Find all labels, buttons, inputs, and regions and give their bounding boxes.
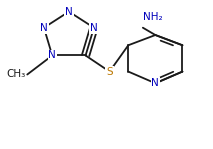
- Text: S: S: [106, 67, 113, 77]
- Text: CH₃: CH₃: [6, 69, 25, 80]
- Text: NH₂: NH₂: [143, 13, 163, 22]
- Text: N: N: [151, 78, 159, 88]
- Text: N: N: [65, 7, 73, 17]
- Text: N: N: [90, 23, 98, 33]
- Text: N: N: [48, 51, 56, 60]
- Text: N: N: [40, 23, 48, 33]
